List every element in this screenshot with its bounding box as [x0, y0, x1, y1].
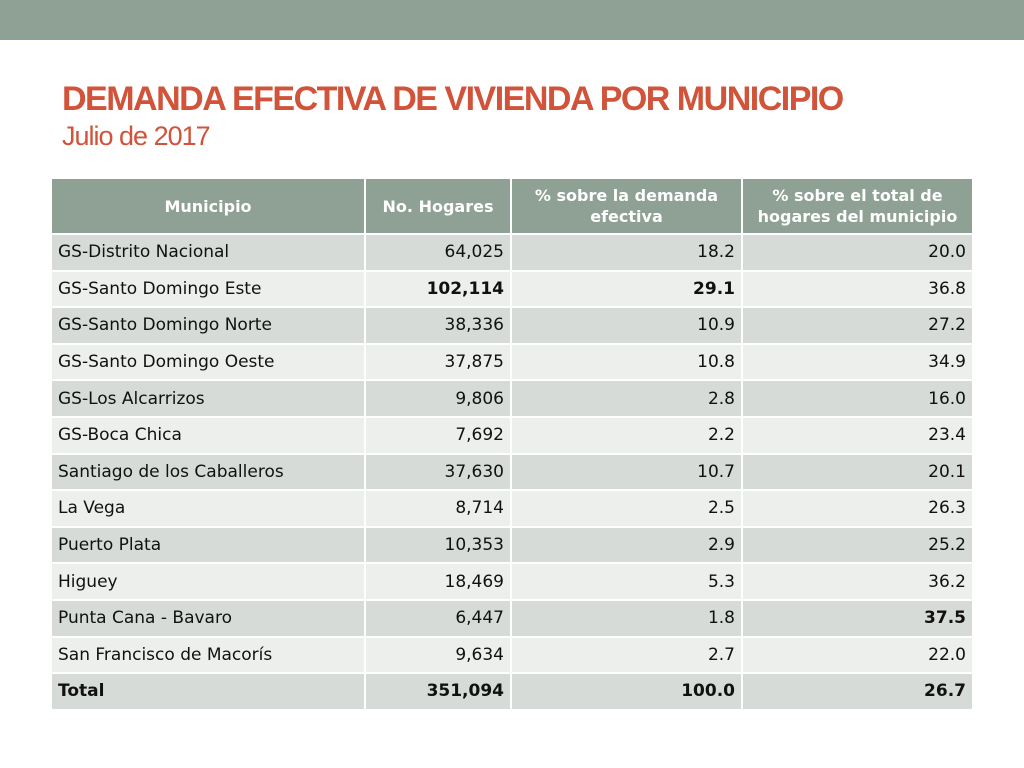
cell-municipio: Higuey	[52, 564, 366, 601]
cell-hogares: 9,634	[366, 637, 512, 675]
table-row: GS-Santo Domingo Oeste 37,875 10.8 34.9	[52, 344, 972, 382]
column-header-municipio: Municipio	[52, 179, 366, 235]
cell-hogares: 102,114	[366, 271, 512, 309]
table-row: Punta Cana - Bavaro 6,447 1.8 37.5	[52, 600, 972, 638]
cell-municipio: GS-Santo Domingo Este	[52, 271, 366, 309]
table-row: GS-Boca Chica 7,692 2.2 23.4	[52, 417, 972, 455]
cell-municipio: GS-Santo Domingo Norte	[52, 308, 366, 345]
table-row: Puerto Plata 10,353 2.9 25.2	[52, 527, 972, 565]
cell-municipio: Puerto Plata	[52, 527, 366, 565]
header-row: Municipio No. Hogares % sobre la demanda…	[52, 179, 972, 235]
top-accent-bar	[0, 0, 1024, 40]
cell-pct-total: 23.4	[743, 417, 972, 455]
total-cell-pct-total: 26.7	[743, 674, 972, 711]
cell-hogares: 8,714	[366, 491, 512, 528]
table-row: La Vega 8,714 2.5 26.3	[52, 491, 972, 528]
table-row: GS-Santo Domingo Este 102,114 29.1 36.8	[52, 271, 972, 309]
cell-hogares: 7,692	[366, 417, 512, 455]
cell-pct-total: 36.2	[743, 564, 972, 601]
cell-municipio: Santiago de los Caballeros	[52, 454, 366, 492]
page-subtitle: Julio de 2017	[62, 121, 211, 151]
total-cell-pct-demanda: 100.0	[512, 674, 743, 711]
column-header-pct-demanda: % sobre la demanda efectiva	[512, 179, 743, 235]
cell-municipio: GS-Boca Chica	[52, 417, 366, 455]
cell-pct-demanda: 2.9	[512, 527, 743, 565]
cell-municipio: Punta Cana - Bavaro	[52, 600, 366, 638]
cell-pct-demanda: 2.2	[512, 417, 743, 455]
cell-pct-demanda: 18.2	[512, 235, 743, 272]
cell-pct-total: 20.0	[743, 235, 972, 272]
cell-hogares: 37,875	[366, 344, 512, 382]
column-header-pct-total: % sobre el total de hogares del municipi…	[743, 179, 972, 235]
cell-hogares: 10,353	[366, 527, 512, 565]
cell-pct-demanda: 10.9	[512, 308, 743, 345]
cell-hogares: 18,469	[366, 564, 512, 601]
cell-hogares: 38,336	[366, 308, 512, 345]
table-header: Municipio No. Hogares % sobre la demanda…	[52, 179, 972, 235]
table-row: GS-Los Alcarrizos 9,806 2.8 16.0	[52, 381, 972, 418]
page-title: DEMANDA EFECTIVA DE VIVIENDA POR MUNICIP…	[62, 80, 844, 118]
cell-pct-total: 16.0	[743, 381, 972, 418]
cell-pct-demanda: 29.1	[512, 271, 743, 309]
table-row: Higuey 18,469 5.3 36.2	[52, 564, 972, 601]
cell-pct-total: 34.9	[743, 344, 972, 382]
column-header-hogares: No. Hogares	[366, 179, 512, 235]
cell-pct-demanda: 10.8	[512, 344, 743, 382]
title-block: DEMANDA EFECTIVA DE VIVIENDA POR MUNICIP…	[62, 80, 1002, 152]
cell-pct-demanda: 2.8	[512, 381, 743, 418]
cell-municipio: GS-Distrito Nacional	[52, 235, 366, 272]
cell-pct-total: 20.1	[743, 454, 972, 492]
cell-municipio: San Francisco de Macorís	[52, 637, 366, 675]
cell-pct-demanda: 10.7	[512, 454, 743, 492]
table-body: GS-Distrito Nacional 64,025 18.2 20.0 GS-San…	[52, 235, 972, 711]
cell-pct-total: 26.3	[743, 491, 972, 528]
cell-municipio: GS-Santo Domingo Oeste	[52, 344, 366, 382]
cell-hogares: 37,630	[366, 454, 512, 492]
total-row: Total 351,094 100.0 26.7	[52, 674, 972, 711]
table-row: GS-Santo Domingo Norte 38,336 10.9 27.2	[52, 308, 972, 345]
table-row: GS-Distrito Nacional 64,025 18.2 20.0	[52, 235, 972, 272]
cell-municipio: La Vega	[52, 491, 366, 528]
cell-pct-total: 22.0	[743, 637, 972, 675]
demand-table: Municipio No. Hogares % sobre la demanda…	[52, 179, 972, 711]
total-cell-municipio: Total	[52, 674, 366, 711]
cell-municipio: GS-Los Alcarrizos	[52, 381, 366, 418]
total-cell-hogares: 351,094	[366, 674, 512, 711]
cell-pct-demanda: 2.5	[512, 491, 743, 528]
cell-hogares: 6,447	[366, 600, 512, 638]
cell-pct-demanda: 5.3	[512, 564, 743, 601]
cell-pct-demanda: 1.8	[512, 600, 743, 638]
cell-hogares: 64,025	[366, 235, 512, 272]
cell-hogares: 9,806	[366, 381, 512, 418]
cell-pct-total: 37.5	[743, 600, 972, 638]
table-row: Santiago de los Caballeros 37,630 10.7 20.1	[52, 454, 972, 492]
cell-pct-total: 25.2	[743, 527, 972, 565]
cell-pct-total: 36.8	[743, 271, 972, 309]
table-row: San Francisco de Macorís 9,634 2.7 22.0	[52, 637, 972, 675]
cell-pct-demanda: 2.7	[512, 637, 743, 675]
cell-pct-total: 27.2	[743, 308, 972, 345]
